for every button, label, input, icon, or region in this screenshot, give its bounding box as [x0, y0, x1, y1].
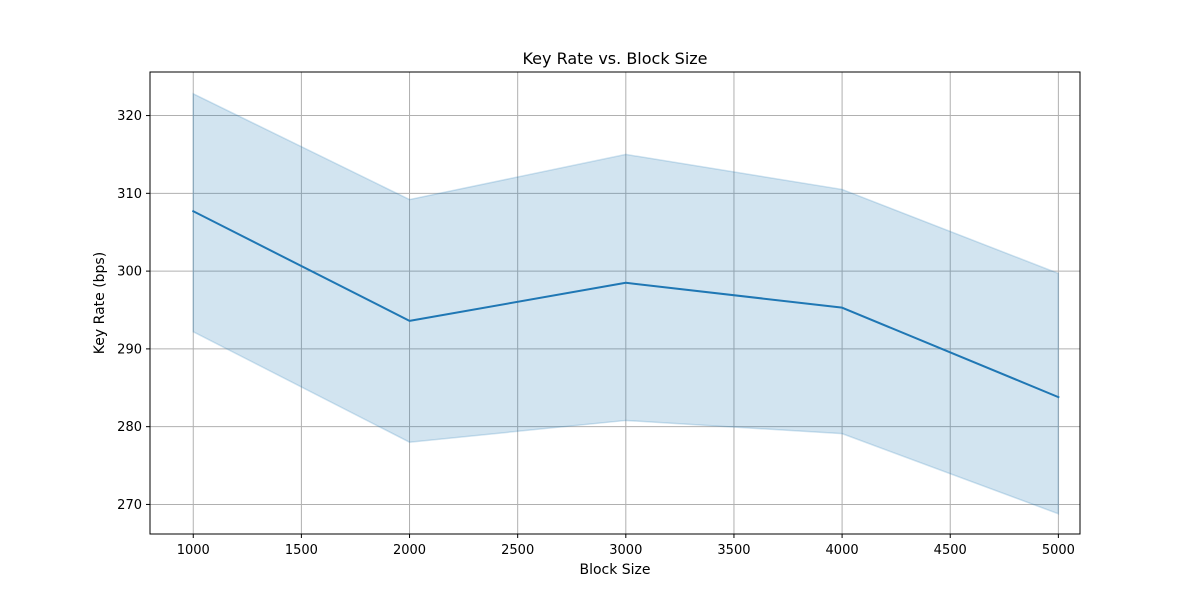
x-tick-label: 3000: [609, 543, 642, 558]
grid: [150, 72, 1080, 534]
y-tick-label: 270: [117, 498, 142, 513]
x-axis-ticks: 1000 1500 2000 2500 3000 3500 4000 4500 5000: [177, 534, 1075, 558]
confidence-band-group: [192, 92, 1060, 515]
x-tick-label: 4000: [826, 543, 859, 558]
x-axis-label: Block Size: [579, 562, 650, 578]
y-tick-label: 300: [117, 265, 142, 280]
x-tick-label: 1500: [285, 543, 318, 558]
x-tick-label: 5000: [1042, 543, 1075, 558]
y-tick-label: 280: [117, 420, 142, 435]
x-tick-label: 2500: [501, 543, 534, 558]
y-axis-ticks: 270 280 290 300 310 320: [117, 109, 150, 513]
y-tick-label: 320: [117, 109, 142, 124]
plot-area: [150, 72, 1080, 534]
x-tick-label: 1000: [177, 543, 210, 558]
series-line: [191, 209, 1060, 399]
chart-title: Key Rate vs. Block Size: [522, 49, 707, 68]
y-tick-label: 310: [117, 187, 142, 202]
axes-frame: [149, 71, 1081, 535]
x-tick-label: 4500: [934, 543, 967, 558]
confidence-band: [192, 92, 1060, 515]
y-tick-label: 290: [117, 342, 142, 357]
y-axis-label: Key Rate (bps): [92, 252, 108, 354]
x-tick-label: 2000: [393, 543, 426, 558]
x-tick-label: 3500: [717, 543, 750, 558]
series-lines: [191, 209, 1060, 399]
